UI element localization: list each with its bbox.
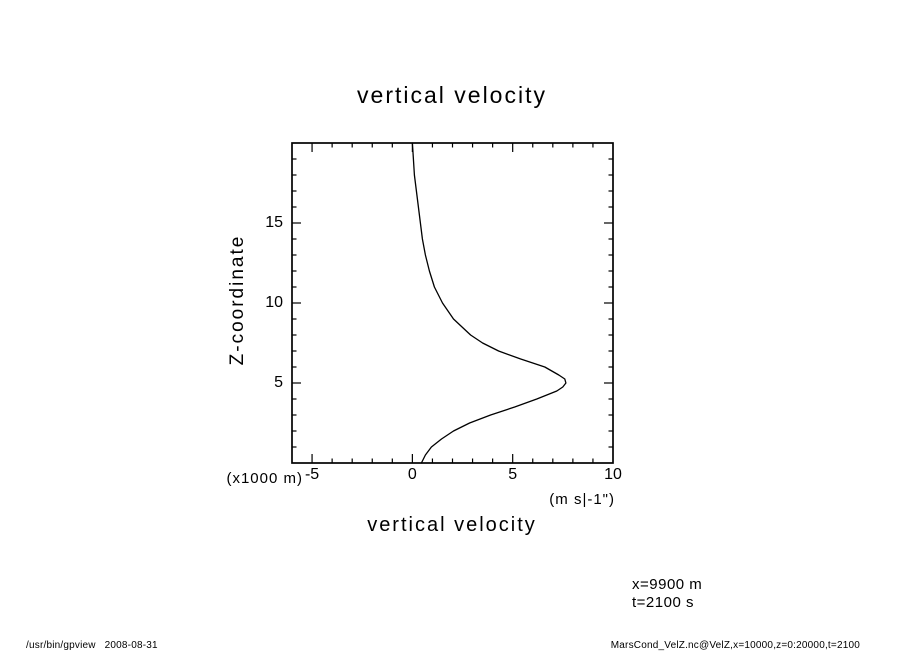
x-tick-label: 0 bbox=[407, 466, 417, 483]
y-tick-label: 15 bbox=[265, 214, 283, 231]
x-tick-label: 10 bbox=[604, 466, 622, 483]
velocity-curve bbox=[411, 142, 567, 464]
x-tick-label: 5 bbox=[508, 466, 518, 483]
x-axis-title: vertical velocity bbox=[367, 514, 537, 536]
plot-frame bbox=[291, 142, 614, 464]
y-tick-label: 5 bbox=[274, 374, 283, 391]
x-tick-label: -5 bbox=[304, 466, 320, 483]
annotation-time: t=2100 s bbox=[632, 594, 694, 611]
annotation-x-position: x=9900 m bbox=[632, 576, 703, 593]
chart-title: vertical velocity bbox=[357, 82, 547, 108]
footer-data-source: MarsCond_VelZ.nc@VelZ,x=10000,z=0:20000,… bbox=[610, 640, 860, 651]
footer-command-date: /usr/bin/gpview 2008-08-31 bbox=[26, 640, 158, 651]
y-axis-units-label: (x1000 m) bbox=[226, 470, 303, 487]
y-tick-label: 10 bbox=[265, 294, 283, 311]
x-axis-units-label: (m s|-1") bbox=[549, 491, 615, 508]
